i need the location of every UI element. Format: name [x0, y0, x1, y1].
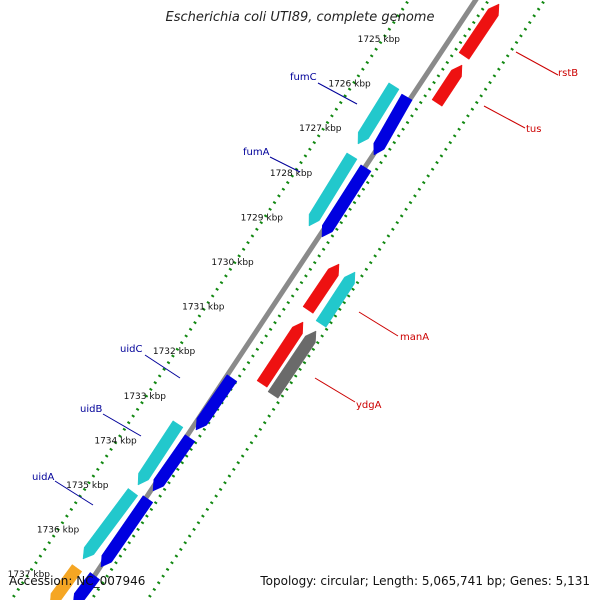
scale-label: 1731 kbp — [182, 303, 225, 313]
tick-line-2 — [145, 0, 547, 600]
gene-label-uidB: uidB — [80, 404, 102, 415]
callout-line — [269, 156, 301, 173]
callout-line — [102, 413, 142, 437]
gene-label-ydgA: ydgA — [356, 400, 382, 411]
gene-uidB — [137, 420, 184, 486]
scale-label: 1728 kbp — [270, 169, 313, 179]
gene-label-uidC: uidC — [120, 344, 142, 355]
gene-blue-2 — [321, 164, 372, 238]
gene-blue-5 — [100, 495, 154, 568]
gene-label-manA: manA — [400, 332, 429, 343]
gene-fumA — [308, 152, 358, 227]
callout-line — [314, 377, 356, 403]
callout-line — [483, 105, 526, 129]
genome-title: Escherichia coli UTI89, complete genome — [165, 10, 435, 25]
callout-line — [144, 354, 181, 379]
callout-line — [317, 82, 358, 105]
gene-red-1 — [302, 263, 340, 314]
gene-labels: fumC fumA uidC uidB uidA rstB tus manA ydgA — [32, 51, 578, 506]
gene-fumC — [357, 82, 400, 145]
gene-label-fumA: fumA — [243, 147, 270, 158]
gene-blue-6 — [73, 572, 101, 600]
tick-marks — [9, 0, 547, 600]
gene-label-uidA: uidA — [32, 472, 54, 483]
scale-label: 1725 kbp — [358, 35, 401, 45]
scale-label: 1732 kbp — [153, 347, 196, 357]
tick-line-0 — [89, 0, 491, 600]
gene-red-2 — [256, 321, 304, 388]
gene-uidA — [82, 488, 139, 560]
gene-ydgA — [267, 330, 317, 399]
gene-blue-1 — [373, 93, 413, 156]
callout-line — [515, 51, 559, 76]
scale-label: 1726 kbp — [328, 80, 371, 90]
gene-blue-3 — [195, 374, 238, 431]
gene-label-fumC: fumC — [290, 72, 317, 83]
gene-manA — [315, 271, 356, 328]
gene-orange — [50, 564, 83, 600]
gene-label-rstB: rstB — [558, 68, 578, 79]
scale-label: 1727 kbp — [299, 124, 342, 134]
scale-label: 1737 kbp — [8, 570, 51, 580]
scale-label: 1730 kbp — [211, 258, 254, 268]
callout-line — [54, 480, 94, 506]
scale-label: 1733 kbp — [124, 392, 167, 402]
scale-labels: 1725 kbp 1726 kbp 1727 kbp 1728 kbp 1729 kbp… — [8, 35, 401, 580]
scale-label: 1736 kbp — [37, 526, 80, 536]
gene-rstB — [458, 3, 500, 60]
scale-label: 1729 kbp — [241, 213, 284, 223]
topology-text: Topology: circular; Length: 5,065,741 bp… — [260, 574, 590, 588]
gene-features — [50, 3, 500, 600]
scale-label: 1735 kbp — [66, 481, 109, 491]
gene-blue-4 — [152, 434, 196, 492]
callout-line — [358, 311, 399, 337]
gene-tus — [431, 64, 463, 107]
accession-text: Accession: NC_007946 — [9, 574, 146, 588]
tick-line-1 — [9, 0, 411, 600]
scale-label: 1734 kbp — [94, 436, 137, 446]
gene-label-tus: tus — [526, 124, 541, 135]
